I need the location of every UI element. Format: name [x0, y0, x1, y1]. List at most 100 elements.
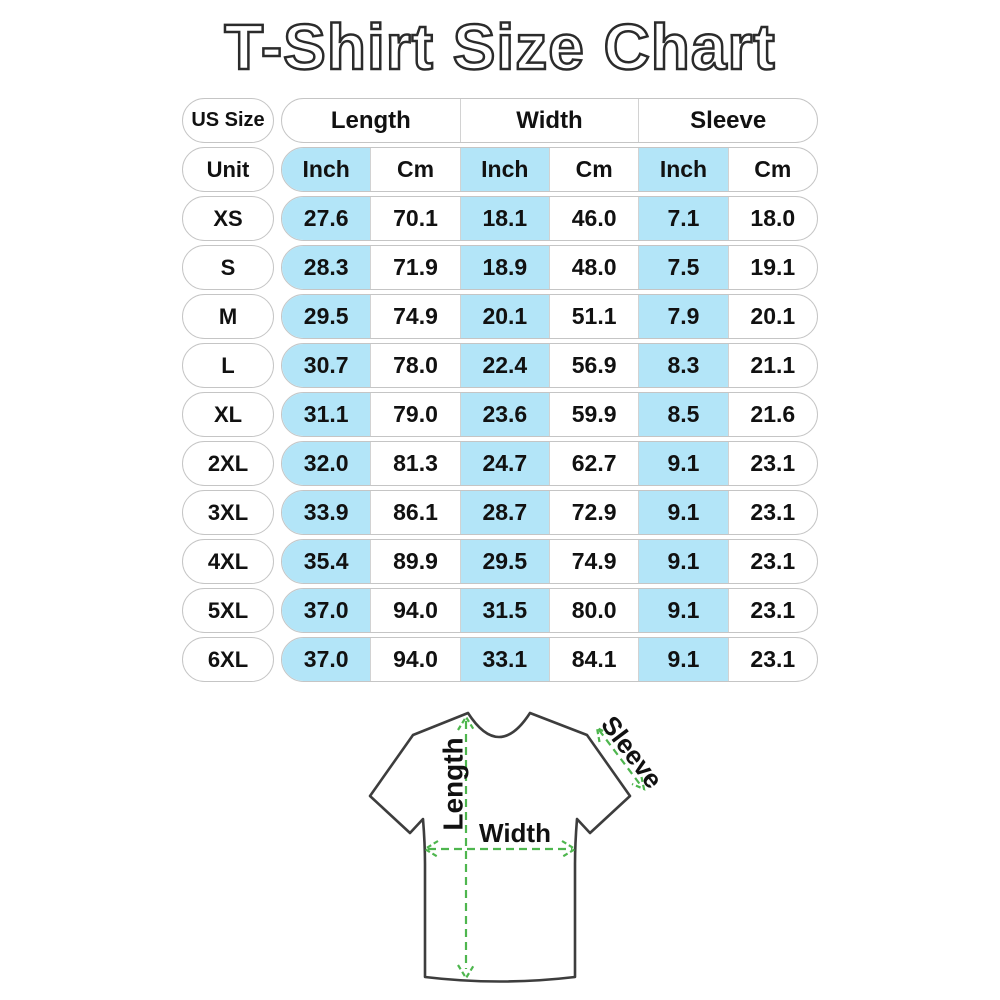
unit-header-sleeve-inch: Inch — [638, 148, 728, 191]
group-header-length: Length — [330, 106, 411, 134]
length-label: Length — [438, 737, 469, 830]
cell-width-cm: 62.7 — [548, 442, 638, 485]
table-row: XS 27.6 70.1 18.1 46.0 7.1 18.0 — [182, 196, 818, 241]
cell-sleeve-inch: 9.1 — [638, 540, 728, 583]
row-values-pill: 29.5 74.9 20.1 51.1 7.9 20.1 — [281, 294, 818, 339]
cell-sleeve-inch: 8.5 — [638, 393, 728, 436]
size-label: XL — [213, 401, 243, 427]
unit-header-pill: Inch Cm Inch Cm Inch Cm — [281, 147, 818, 192]
cell-sleeve-cm: 19.1 — [727, 246, 817, 289]
row-values-pill: 27.6 70.1 18.1 46.0 7.1 18.0 — [281, 196, 818, 241]
table-row: M 29.5 74.9 20.1 51.1 7.9 20.1 — [182, 294, 818, 339]
table-row: 3XL 33.9 86.1 28.7 72.9 9.1 23.1 — [182, 490, 818, 535]
cell-width-inch: 29.5 — [459, 540, 549, 583]
cell-sleeve-cm: 23.1 — [727, 491, 817, 534]
size-label: M — [218, 303, 238, 329]
table-header-groups-row: US Size Length Width Sleeve — [182, 98, 818, 143]
tshirt-diagram: Length Width Sleeve — [368, 710, 668, 983]
cell-sleeve-inch: 9.1 — [638, 589, 728, 632]
unit-header-width-cm: Cm — [548, 148, 638, 191]
group-header-width: Width — [459, 99, 639, 142]
cell-sleeve-inch: 7.1 — [638, 197, 728, 240]
cell-sleeve-inch: 9.1 — [638, 638, 728, 681]
cell-width-cm: 59.9 — [548, 393, 638, 436]
size-label-pill: L — [182, 343, 274, 388]
cell-width-cm: 51.1 — [548, 295, 638, 338]
size-label: L — [221, 352, 235, 378]
cell-width-inch: 22.4 — [459, 344, 549, 387]
table-row: 6XL 37.0 94.0 33.1 84.1 9.1 23.1 — [182, 637, 818, 682]
size-label-pill: 6XL — [182, 637, 274, 682]
row-values-pill: 37.0 94.0 31.5 80.0 9.1 23.1 — [281, 588, 818, 633]
unit-header: Unit — [182, 147, 274, 192]
cell-sleeve-inch: 7.5 — [638, 246, 728, 289]
cell-width-cm: 46.0 — [548, 197, 638, 240]
size-label-pill: XS — [182, 196, 274, 241]
table-row: S 28.3 71.9 18.9 48.0 7.5 19.1 — [182, 245, 818, 290]
cell-length-inch: 37.0 — [282, 589, 371, 632]
row-values-pill: 35.4 89.9 29.5 74.9 9.1 23.1 — [281, 539, 818, 584]
cell-length-cm: 86.1 — [370, 491, 459, 534]
cell-width-inch: 28.7 — [459, 491, 549, 534]
size-label: 4XL — [207, 548, 249, 574]
row-values-pill: 28.3 71.9 18.9 48.0 7.5 19.1 — [281, 245, 818, 290]
size-label: XS — [213, 205, 243, 231]
row-values-pill: 31.1 79.0 23.6 59.9 8.5 21.6 — [281, 392, 818, 437]
cell-width-cm: 80.0 — [548, 589, 638, 632]
cell-sleeve-cm: 18.0 — [727, 197, 817, 240]
cell-length-cm: 94.0 — [370, 638, 459, 681]
cell-width-cm: 48.0 — [548, 246, 638, 289]
group-header-sleeve: Sleeve — [638, 99, 817, 142]
unit-header-length-inch: Inch — [282, 148, 371, 191]
cell-sleeve-cm: 23.1 — [727, 638, 817, 681]
unit-header-sleeve-cm: Cm — [727, 148, 817, 191]
table-row: 5XL 37.0 94.0 31.5 80.0 9.1 23.1 — [182, 588, 818, 633]
size-label-pill: M — [182, 294, 274, 339]
cell-length-inch: 37.0 — [282, 638, 371, 681]
cell-width-cm: 72.9 — [548, 491, 638, 534]
cell-length-cm: 71.9 — [370, 246, 459, 289]
table-row: 4XL 35.4 89.9 29.5 74.9 9.1 23.1 — [182, 539, 818, 584]
cell-length-inch: 31.1 — [282, 393, 371, 436]
cell-length-cm: 74.9 — [370, 295, 459, 338]
cell-length-cm: 94.0 — [370, 589, 459, 632]
unit-header-length-cm: Cm — [370, 148, 459, 191]
size-label-pill: 3XL — [182, 490, 274, 535]
cell-length-inch: 32.0 — [282, 442, 371, 485]
cell-sleeve-cm: 23.1 — [727, 589, 817, 632]
cell-sleeve-inch: 9.1 — [638, 442, 728, 485]
cell-sleeve-inch: 8.3 — [638, 344, 728, 387]
cell-sleeve-cm: 23.1 — [727, 540, 817, 583]
cell-width-cm: 56.9 — [548, 344, 638, 387]
cell-length-cm: 81.3 — [370, 442, 459, 485]
row-values-pill: 32.0 81.3 24.7 62.7 9.1 23.1 — [281, 441, 818, 486]
size-label: 6XL — [207, 646, 249, 672]
cell-length-cm: 89.9 — [370, 540, 459, 583]
cell-length-inch: 35.4 — [282, 540, 371, 583]
page-title: T-Shirt Size Chart — [223, 10, 776, 85]
cell-sleeve-cm: 23.1 — [727, 442, 817, 485]
cell-length-inch: 30.7 — [282, 344, 371, 387]
width-arrow — [422, 840, 578, 858]
size-chart-table: US Size Length Width Sleeve Unit Inch Cm… — [182, 98, 818, 682]
cell-width-inch: 33.1 — [459, 638, 549, 681]
size-label: 5XL — [207, 597, 249, 623]
cell-length-inch: 28.3 — [282, 246, 371, 289]
row-values-pill: 33.9 86.1 28.7 72.9 9.1 23.1 — [281, 490, 818, 535]
cell-length-inch: 27.6 — [282, 197, 371, 240]
group-header-pill: Length Width Sleeve — [281, 98, 818, 143]
size-label: S — [220, 254, 236, 280]
size-label-pill: XL — [182, 392, 274, 437]
size-label-pill: 5XL — [182, 588, 274, 633]
table-header-units-row: Unit Inch Cm Inch Cm Inch Cm — [182, 147, 818, 192]
cell-sleeve-cm: 21.1 — [727, 344, 817, 387]
size-label-pill: 4XL — [182, 539, 274, 584]
size-label-pill: S — [182, 245, 274, 290]
cell-width-inch: 24.7 — [459, 442, 549, 485]
cell-width-inch: 18.9 — [459, 246, 549, 289]
corner-header-label: US Size — [191, 109, 265, 131]
row-values-pill: 30.7 78.0 22.4 56.9 8.3 21.1 — [281, 343, 818, 388]
cell-width-inch: 23.6 — [459, 393, 549, 436]
sleeve-arrow — [595, 726, 646, 791]
cell-length-cm: 78.0 — [370, 344, 459, 387]
